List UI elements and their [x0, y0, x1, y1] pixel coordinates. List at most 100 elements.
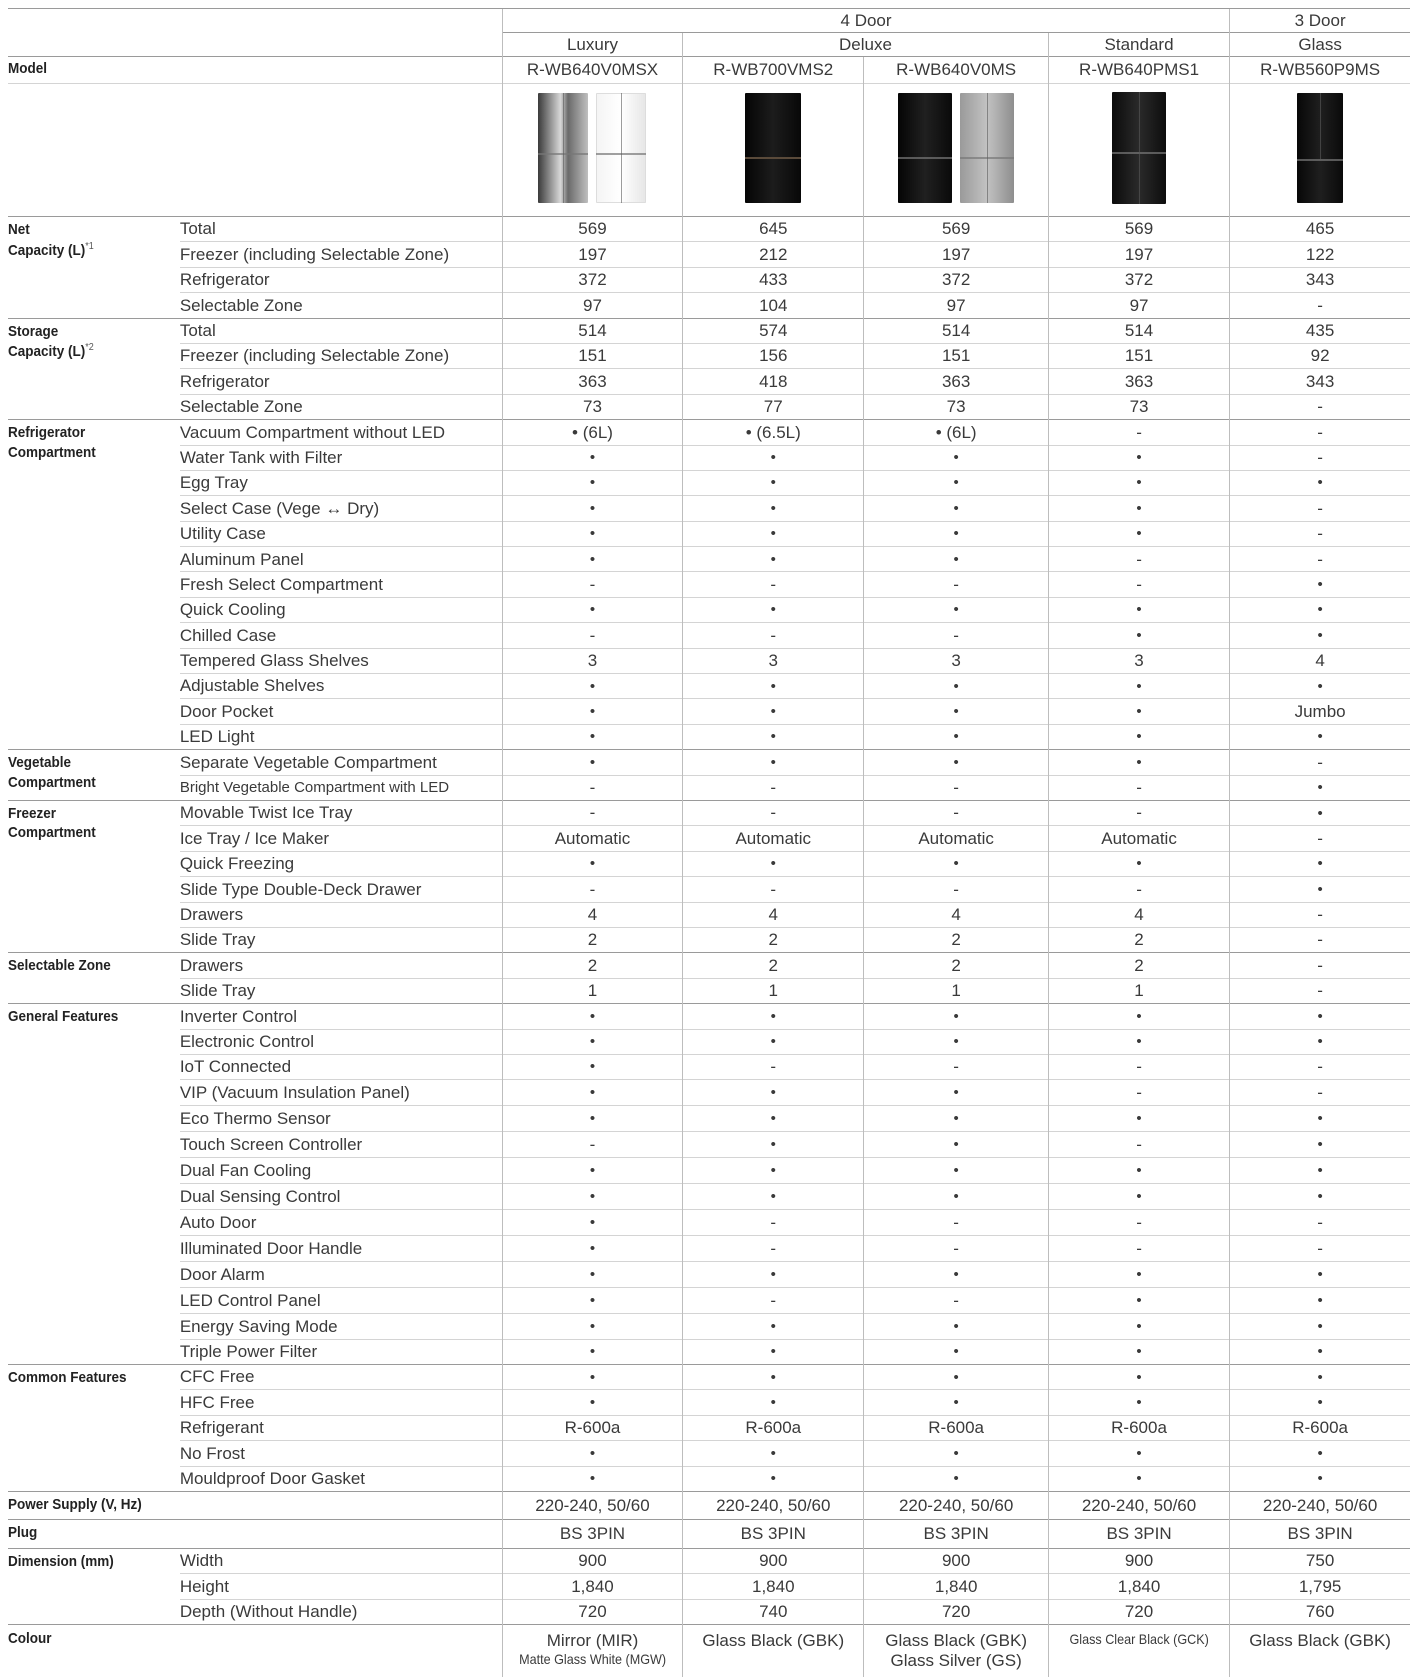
spec-value: -	[1047, 799, 1230, 826]
spec-value: 363	[501, 368, 683, 395]
feature-label: Dual Sensing Control	[179, 1183, 503, 1210]
spec-value: •	[863, 444, 1049, 471]
header-blank	[8, 8, 503, 33]
header-blank	[8, 33, 502, 57]
spec-value: 645	[682, 215, 864, 242]
category-label-line: Compartment	[8, 824, 96, 842]
feature-label: Refrigerator	[179, 266, 503, 293]
spec-value: 73	[1047, 393, 1230, 420]
feature-label: Inverter Control	[179, 1003, 503, 1029]
spec-value: -	[682, 799, 864, 826]
category-label: Plug	[8, 1519, 453, 1549]
spec-value: 4	[1047, 901, 1230, 928]
spec-value: •	[501, 546, 683, 572]
spec-value: -	[863, 1235, 1049, 1262]
spec-value: 3	[1047, 647, 1230, 674]
colour-value: Glass Black (GBK) Glass Silver (GS)	[863, 1623, 1049, 1677]
feature-label: Quick Freezing	[179, 850, 503, 877]
spec-row: Quick Cooling • • • • •	[8, 596, 1410, 623]
spec-value: -	[1229, 1209, 1410, 1236]
spec-value: •	[863, 469, 1049, 496]
spec-value: •	[501, 1389, 683, 1416]
feature-label: Door Alarm	[179, 1261, 503, 1288]
spec-value: 900	[682, 1547, 864, 1574]
spec-value: •	[1229, 571, 1410, 598]
spec-value: 1,840	[501, 1573, 683, 1600]
feature-label: Triple Power Filter	[179, 1338, 503, 1365]
spec-row: Aluminum Panel • • • - -	[8, 546, 1410, 572]
spec-value: •	[1047, 1157, 1230, 1184]
spec-value: 97	[863, 292, 1049, 319]
spec-value: 1	[863, 977, 1049, 1004]
spec-value: •	[863, 1183, 1049, 1210]
feature-label: Water Tank with Filter	[179, 444, 503, 471]
spec-value: •	[1047, 1261, 1230, 1288]
spec-value: •	[863, 1157, 1049, 1184]
spec-row: Dual Sensing Control • • • • •	[8, 1183, 1410, 1210]
feature-label: Total	[179, 215, 503, 242]
spec-value: 212	[682, 241, 864, 268]
spec-row: Auto Door • - - - -	[8, 1209, 1410, 1236]
spec-value: Jumbo	[1229, 698, 1410, 725]
spec-value: 151	[501, 342, 683, 369]
product-image-cell	[501, 83, 683, 217]
spec-value: •	[1229, 469, 1410, 496]
spec-value: 92	[1229, 342, 1410, 369]
spec-value: •	[863, 1261, 1049, 1288]
spec-value: •	[863, 520, 1049, 547]
spec-value: -	[682, 622, 864, 649]
spec-value: •	[682, 698, 864, 725]
spec-value: •	[1229, 1003, 1410, 1029]
spec-value: •	[1229, 596, 1410, 623]
spec-value: 2	[501, 952, 683, 979]
spec-value: -	[1047, 1079, 1230, 1106]
spec-value: 197	[863, 241, 1049, 268]
spec-value: • (6.5L)	[682, 419, 864, 446]
spec-row: Slide Tray 1 1 1 1-	[8, 977, 1410, 1004]
spec-row: Freezer (including Selectable Zone) 151 15…	[8, 342, 1410, 369]
colour-name: Glass Black (GBK)	[885, 1630, 1027, 1650]
spec-row: Illuminated Door Handle • - - - -	[8, 1235, 1410, 1262]
category-label-line: Compartment	[8, 773, 96, 791]
spec-value: 97	[1047, 292, 1230, 319]
spec-value: 760	[1229, 1598, 1410, 1625]
spec-row: Mouldproof Door Gasket • • • • •	[8, 1465, 1410, 1492]
category-label: Refrigerator Compartment	[8, 419, 163, 750]
feature-label: Eco Thermo Sensor	[179, 1105, 503, 1132]
spec-value: 465	[1229, 215, 1410, 242]
spec-value: 435	[1229, 317, 1410, 344]
feature-label: Tempered Glass Shelves	[179, 647, 503, 674]
spec-value: •	[682, 1465, 864, 1492]
spec-value: 1,840	[682, 1573, 864, 1600]
fridge-image-glass-black	[898, 92, 953, 203]
spec-value: -	[682, 774, 864, 801]
feature-label: Refrigerator	[179, 368, 503, 395]
spec-value: •	[501, 1053, 683, 1080]
fridge-image-glass-silver	[960, 92, 1015, 203]
spec-value: -	[1229, 825, 1410, 852]
feature-label: Adjustable Shelves	[179, 673, 503, 699]
category-label: Freezer Compartment	[8, 799, 163, 953]
spec-value: •	[1047, 1338, 1230, 1365]
feature-label: Drawers	[179, 952, 503, 979]
category-label-line: Dimension (mm)	[8, 1552, 114, 1570]
feature-label: Ice Tray / Ice Maker	[179, 825, 503, 852]
spec-value: •	[863, 850, 1049, 877]
colour-row: Colour Mirror (MIR) Matte Glass White (MGW…	[8, 1623, 1410, 1677]
footnote-marker: *2	[85, 342, 94, 354]
spec-value: 151	[1047, 342, 1230, 369]
spec-value: -	[863, 1053, 1049, 1080]
colour-name: Matte Glass White (MGW)	[518, 1650, 666, 1667]
spec-value: •	[501, 723, 683, 750]
spec-value: 740	[682, 1598, 864, 1625]
fridge-image-mirror	[538, 92, 589, 203]
spec-value: 97	[501, 292, 683, 319]
spec-value: •	[682, 850, 864, 877]
spec-value: -	[1229, 520, 1410, 547]
spec-value: -	[1229, 926, 1410, 953]
spec-value: 151	[863, 342, 1049, 369]
four-door-header: 4 Door	[501, 8, 1230, 33]
feature-label: Mouldproof Door Gasket	[179, 1465, 503, 1492]
spec-value: •	[1047, 1287, 1230, 1314]
spec-value: •	[501, 1209, 683, 1236]
